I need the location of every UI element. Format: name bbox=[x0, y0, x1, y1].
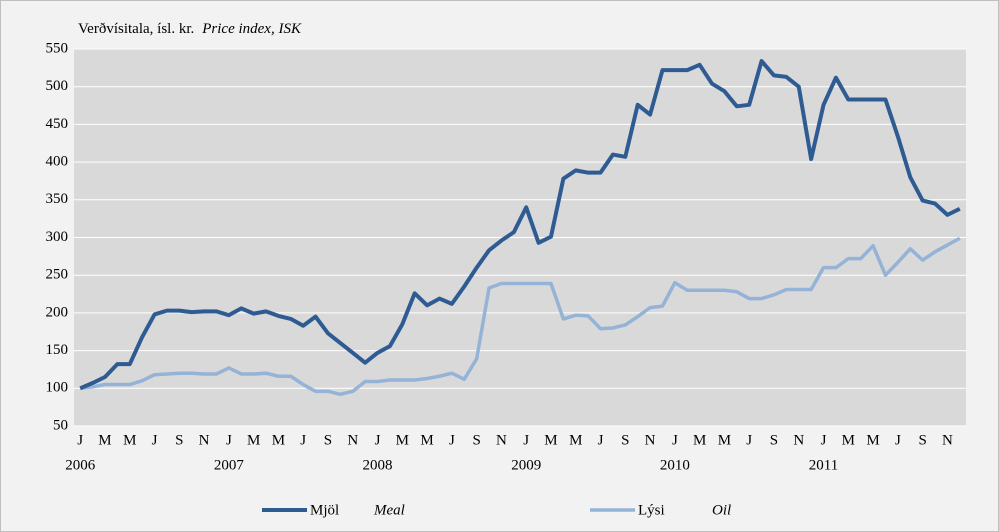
x-tick-label: M bbox=[842, 432, 855, 448]
y-tick-label: 100 bbox=[46, 380, 69, 396]
x-tick-label: J bbox=[226, 432, 232, 448]
y-tick-label: 300 bbox=[46, 229, 69, 245]
year-label: 2010 bbox=[660, 457, 690, 473]
x-tick-label: M bbox=[420, 432, 433, 448]
y-tick-label: 50 bbox=[53, 417, 68, 433]
x-tick-label: N bbox=[645, 432, 656, 448]
legend-label-italic: Meal bbox=[373, 502, 405, 518]
y-tick-label: 150 bbox=[46, 342, 69, 358]
x-tick-label: N bbox=[942, 432, 953, 448]
x-tick-label: J bbox=[672, 432, 678, 448]
x-tick-label: S bbox=[770, 432, 778, 448]
x-tick-label: S bbox=[175, 432, 183, 448]
x-tick-label: N bbox=[347, 432, 358, 448]
year-label: 2009 bbox=[511, 457, 541, 473]
y-tick-label: 450 bbox=[46, 116, 69, 132]
y-tick-label: 250 bbox=[46, 267, 69, 283]
x-tick-label: M bbox=[866, 432, 879, 448]
year-label: 2006 bbox=[65, 457, 96, 473]
x-tick-label: M bbox=[544, 432, 557, 448]
x-tick-label: J bbox=[77, 432, 83, 448]
y-tick-label: 550 bbox=[46, 40, 69, 56]
x-tick-label: J bbox=[152, 432, 158, 448]
x-tick-label: M bbox=[396, 432, 409, 448]
x-tick-label: S bbox=[621, 432, 629, 448]
x-tick-label: N bbox=[199, 432, 210, 448]
x-tick-label: S bbox=[472, 432, 480, 448]
x-tick-label: J bbox=[523, 432, 529, 448]
legend-label: Mjöl bbox=[310, 502, 339, 518]
x-tick-label: M bbox=[693, 432, 706, 448]
x-tick-label: M bbox=[272, 432, 285, 448]
x-tick-label: J bbox=[746, 432, 752, 448]
x-tick-label: S bbox=[324, 432, 332, 448]
title-text: Verðvísitala, ísl. kr. bbox=[78, 21, 194, 37]
x-tick-label: M bbox=[123, 432, 136, 448]
x-tick-label: M bbox=[718, 432, 731, 448]
year-label: 2008 bbox=[363, 457, 393, 473]
x-tick-label: J bbox=[895, 432, 901, 448]
x-tick-label: J bbox=[375, 432, 381, 448]
legend-label: Lýsi bbox=[638, 502, 665, 518]
x-tick-label: N bbox=[793, 432, 804, 448]
y-tick-label: 500 bbox=[46, 78, 69, 94]
x-tick-label: M bbox=[569, 432, 582, 448]
x-tick-label: J bbox=[598, 432, 604, 448]
x-tick-label: N bbox=[496, 432, 507, 448]
data-line bbox=[79, 236, 961, 397]
year-label: 2011 bbox=[809, 457, 838, 473]
chart-title: Verðvísitala, ísl. kr. Price index, ISK bbox=[78, 21, 302, 37]
data-line bbox=[79, 59, 961, 391]
x-tick-label: M bbox=[247, 432, 260, 448]
x-tick-label: J bbox=[300, 432, 306, 448]
title-italic: Price index, ISK bbox=[201, 21, 302, 37]
y-tick-label: 400 bbox=[46, 154, 69, 170]
legend-label-italic: Oil bbox=[712, 502, 731, 518]
x-tick-label: S bbox=[918, 432, 926, 448]
x-tick-label: J bbox=[821, 432, 827, 448]
x-tick-label: M bbox=[98, 432, 111, 448]
y-tick-label: 200 bbox=[46, 304, 69, 320]
x-tick-label: J bbox=[449, 432, 455, 448]
year-label: 2007 bbox=[214, 457, 245, 473]
y-tick-label: 350 bbox=[46, 191, 69, 207]
